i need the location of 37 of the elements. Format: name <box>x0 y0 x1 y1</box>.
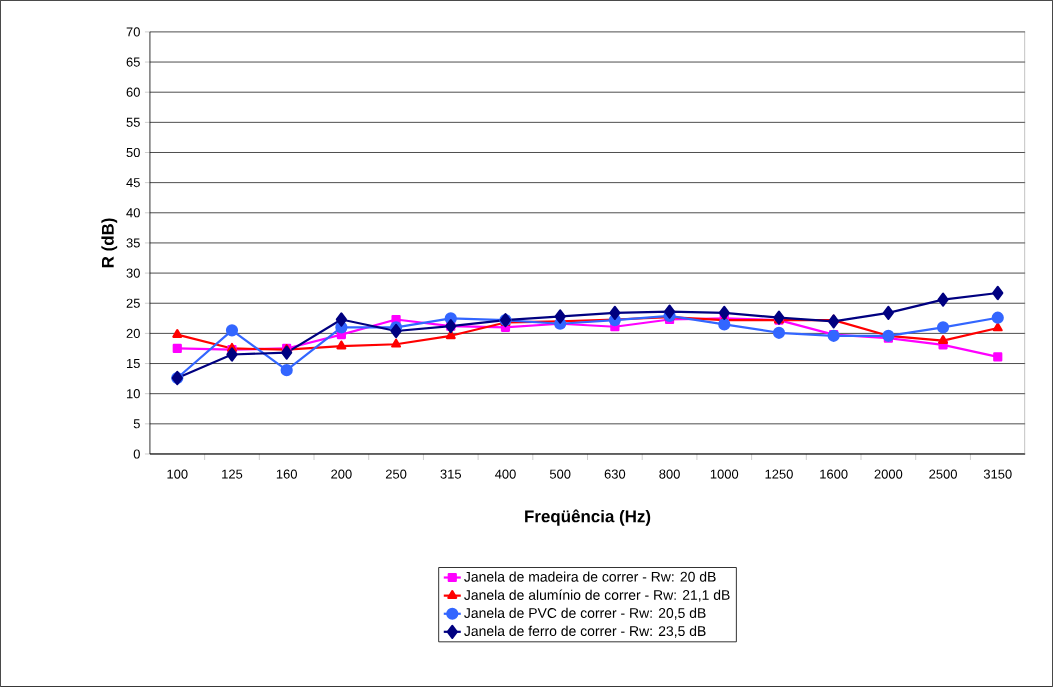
x-tick-label: 3150 <box>983 469 1012 479</box>
legend-label: Janela de madeira de correr - Rw: 20 dB <box>464 571 716 582</box>
x-tick-label: 125 <box>222 469 243 479</box>
y-tick-label: 10 <box>126 389 140 399</box>
legend-label: Janela de ferro de correr - Rw: 23,5 dB <box>464 625 706 638</box>
x-tick-label: 250 <box>385 469 407 479</box>
y-tick-label: 30 <box>126 268 140 278</box>
y-tick-label: 70 <box>126 27 140 37</box>
x-tick-label: 400 <box>494 469 516 479</box>
y-tick-label: 5 <box>133 419 140 429</box>
y-tick-label: 45 <box>126 178 140 188</box>
x-tick-label: 800 <box>659 469 680 479</box>
x-tick-label: 500 <box>549 469 571 479</box>
legend-label: Janela de PVC de correr - Rw: 20,5 dB <box>464 607 706 620</box>
x-tick-label: 2500 <box>929 469 957 479</box>
x-tick-label: 2000 <box>874 469 903 479</box>
x-tick-label: 200 <box>331 469 352 479</box>
x-tick-label: 1600 <box>820 469 848 479</box>
y-tick-label: 50 <box>126 147 140 158</box>
y-tick-label: 15 <box>126 359 140 369</box>
y-tick-label: 55 <box>126 117 140 127</box>
y-tick-label: 25 <box>126 298 140 308</box>
x-tick-label: 160 <box>276 469 297 479</box>
x-tick-label: 315 <box>440 469 462 479</box>
x-tick-label: 630 <box>604 469 626 479</box>
y-tick-label: 60 <box>126 87 140 97</box>
y-tick-label: 35 <box>126 238 140 248</box>
y-tick-label: 0 <box>133 449 140 459</box>
legend-label: Janela de alumínio de correr - Rw: 21,1 dB <box>464 589 730 602</box>
x-tick-label: 1000 <box>710 469 739 479</box>
x-tick-label: 1250 <box>765 469 793 479</box>
y-axis-title: R (dB) <box>101 218 118 268</box>
x-axis-title: Freqüência (Hz) <box>525 509 651 526</box>
y-tick-label: 20 <box>126 328 140 338</box>
y-tick-label: 65 <box>126 57 140 67</box>
x-tick-label: 100 <box>167 469 188 479</box>
y-tick-label: 40 <box>126 208 140 218</box>
